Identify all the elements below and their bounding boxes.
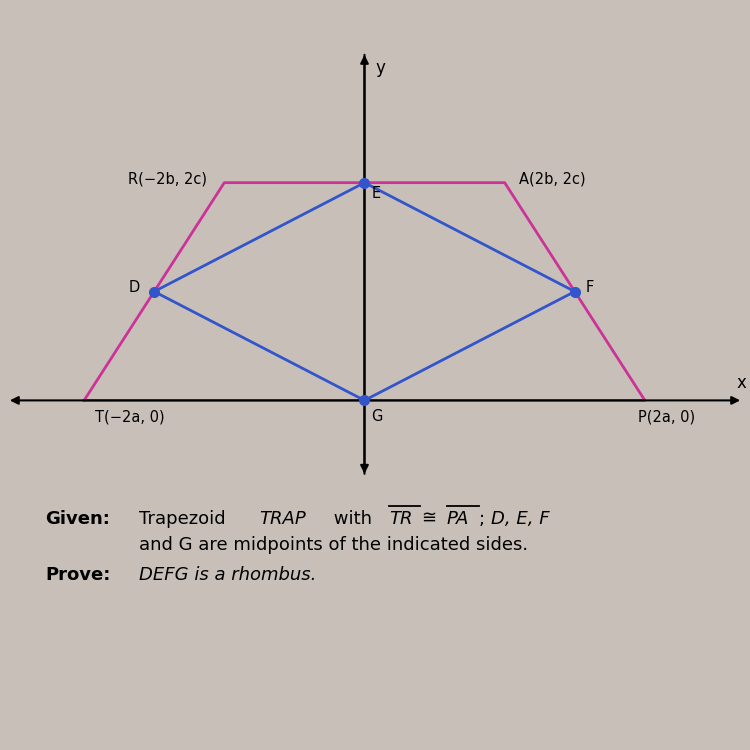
Text: A(2b, 2c): A(2b, 2c) [519, 172, 585, 187]
Text: with: with [328, 510, 378, 528]
Text: D, E, F: D, E, F [491, 510, 550, 528]
Text: TR: TR [389, 510, 412, 528]
Text: Trapezoid: Trapezoid [139, 510, 231, 528]
Text: y: y [375, 59, 385, 77]
Text: G: G [371, 409, 382, 424]
Text: D: D [129, 280, 140, 296]
Text: T(−2a, 0): T(−2a, 0) [94, 409, 164, 424]
Text: DEFG is a rhombus.: DEFG is a rhombus. [139, 566, 316, 584]
Text: P(2a, 0): P(2a, 0) [638, 409, 695, 424]
Text: ;: ; [479, 510, 491, 528]
Text: PA: PA [447, 510, 470, 528]
Text: R(−2b, 2c): R(−2b, 2c) [128, 172, 207, 187]
Text: ≅: ≅ [422, 510, 436, 528]
Text: Given:: Given: [45, 510, 110, 528]
Text: TRAP: TRAP [259, 510, 305, 528]
Text: Prove:: Prove: [45, 566, 110, 584]
Text: E: E [371, 186, 380, 201]
Text: x: x [736, 374, 746, 392]
Text: F: F [585, 280, 593, 296]
Text: and G are midpoints of the indicated sides.: and G are midpoints of the indicated sid… [139, 536, 528, 554]
